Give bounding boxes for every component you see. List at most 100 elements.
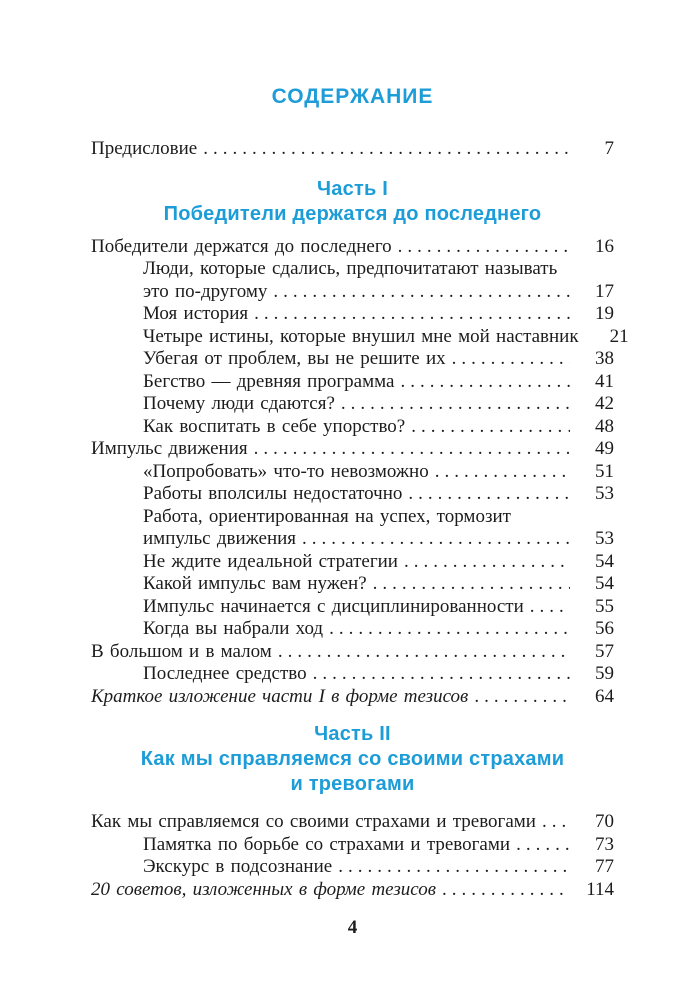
- toc-entry-text: Бегство — древняя программа: [143, 370, 395, 392]
- toc-entry: Работы вполсилы недостаточно............…: [91, 483, 614, 506]
- toc-entry-text: Импульс начинается с дисциплинированност…: [143, 595, 524, 617]
- toc-entry-page: 17: [595, 280, 614, 302]
- toc-entry: Почему люди сдаются?....................…: [91, 393, 614, 416]
- toc-entry-text: Импульс движения: [91, 438, 248, 459]
- toc-entry: Не ждите идеальной стратегии............…: [91, 551, 614, 574]
- leader-dots: ........................................…: [254, 303, 570, 324]
- leader-dots: ........................................…: [541, 811, 570, 832]
- toc-entry-text: Памятка по борьбе со страхами и тревогам…: [143, 833, 511, 855]
- toc-entry: Работа, ориентированная на успех, тормоз…: [91, 506, 614, 529]
- toc-entry-page: 114: [586, 878, 614, 900]
- leader-dots: ........................................…: [329, 618, 570, 639]
- leader-dots: ........................................…: [403, 550, 570, 572]
- toc-entry-text: Работы вполсилы недостаточно: [143, 483, 403, 504]
- leader-dots: ........................................…: [312, 663, 570, 684]
- leader-dots: ........................................…: [441, 878, 570, 900]
- part-heading-line: Как мы справляемся со своими страхами: [140, 748, 565, 770]
- part-heading: Часть I Победители держатся до последнего: [91, 177, 614, 227]
- toc-entry-page: 57: [595, 640, 614, 662]
- leader-dots: ........................................…: [273, 280, 570, 302]
- toc-entry-text: Как воспитать в себе упорство?: [143, 415, 406, 437]
- page-number: 4: [347, 917, 358, 938]
- toc-entry: Импульс начинается с дисциплинированност…: [91, 596, 614, 619]
- toc-entry-page: 51: [595, 460, 614, 482]
- toc-entry-text: Почему люди сдаются?: [143, 393, 335, 414]
- toc-entry: Предисловие.............................…: [91, 138, 614, 161]
- page-title: СОДЕРЖАНИЕ: [271, 85, 434, 108]
- toc-entry: Убегая от проблем, вы не решите их......…: [91, 348, 614, 371]
- toc-entry-page: 56: [595, 618, 614, 639]
- toc-entry-text: Как мы справляемся со своими страхами и …: [91, 811, 536, 832]
- toc-entry-page: 48: [595, 415, 614, 437]
- toc-entry-page: 38: [595, 348, 614, 369]
- toc-entry: Импульс движения........................…: [91, 438, 614, 461]
- part-heading-line: и тревогами: [290, 773, 415, 795]
- toc-entry: Как воспитать в себе упорство?..........…: [91, 416, 614, 439]
- toc-entry-page: 7: [604, 138, 615, 159]
- toc-entry: «Попробовать» что-то невозможно.........…: [91, 461, 614, 484]
- toc-entry: 20 советов, изложенных в форме тезисов..…: [91, 879, 614, 902]
- leader-dots: ........................................…: [451, 348, 570, 369]
- leader-dots: ........................................…: [302, 528, 570, 549]
- toc-entry-page: 53: [595, 483, 614, 504]
- toc-entry-text: 20 советов, изложенных в форме тезисов: [91, 878, 436, 900]
- toc-entry: Бегство — древняя программа.............…: [91, 371, 614, 394]
- toc-entry: Моя история.............................…: [91, 303, 614, 326]
- leader-dots: ........................................…: [529, 595, 570, 617]
- toc-entry-page: 49: [595, 438, 614, 459]
- toc-entry-text: В большом и в малом: [91, 640, 272, 662]
- toc-entry-page: 19: [595, 303, 614, 324]
- toc-entry: Последнее средство......................…: [91, 663, 614, 686]
- toc-entry: Краткое изложение части I в форме тезисо…: [91, 686, 614, 709]
- toc-entry-page: 70: [595, 811, 614, 832]
- toc-entry-text: Не ждите идеальной стратегии: [143, 550, 398, 572]
- toc-entry-text: это по-другому: [143, 280, 268, 302]
- toc-entry-page: 73: [595, 833, 614, 855]
- toc-entry-page: 21: [609, 325, 629, 347]
- part-heading: Часть II Как мы справляемся со своими стр…: [91, 722, 614, 797]
- toc-entry: Памятка по борьбе со страхами и тревогам…: [91, 834, 614, 857]
- toc-entry-page: 77: [595, 856, 614, 877]
- toc-entry-page: 41: [595, 370, 614, 392]
- part-heading-line: Часть I: [317, 177, 388, 200]
- leader-dots: ........................................…: [372, 573, 570, 594]
- toc-entry: Люди, которые сдались, предпочитатают на…: [91, 258, 614, 281]
- leader-dots: ........................................…: [411, 415, 570, 437]
- leader-dots: ........................................…: [400, 370, 570, 392]
- toc-entry-page: 59: [595, 663, 614, 684]
- leader-dots: ........................................…: [579, 326, 585, 349]
- toc-entry: Когда вы набрали ход....................…: [91, 618, 614, 641]
- toc-entry: Какой импульс вам нужен?................…: [91, 573, 614, 596]
- toc-entry-page: 55: [595, 595, 614, 617]
- toc-entry-page: 53: [595, 528, 614, 549]
- leader-dots: ........................................…: [434, 460, 570, 482]
- toc-entry: Экскурс в подсознание...................…: [91, 856, 614, 879]
- toc-entry: Четыре истины, которые внушил мне мой на…: [91, 325, 629, 349]
- toc-entry-text: Какой импульс вам нужен?: [143, 573, 367, 594]
- toc-entry-text: «Попробовать» что-то невозможно: [143, 460, 429, 482]
- toc-entry-text: импульс движения: [143, 528, 297, 549]
- toc-entry-page: 64: [595, 685, 614, 707]
- toc-entry-text: Четыре истины, которые внушил мне мой на…: [143, 325, 579, 347]
- leader-dots: ........................................…: [397, 235, 570, 257]
- leader-dots: ........................................…: [474, 685, 570, 707]
- toc-entry-text: Краткое изложение части I в форме тезисо…: [91, 685, 469, 707]
- toc-entry-text: Победители держатся до последнего: [91, 235, 392, 257]
- leader-dots: ........................................…: [340, 393, 570, 414]
- toc-entry: Победители держатся до последнего.......…: [91, 236, 614, 259]
- toc-entry-text: Убегая от проблем, вы не решите их: [143, 348, 446, 369]
- toc-entry-text: Предисловие: [91, 138, 198, 159]
- toc-entry-text: Последнее средство: [143, 663, 307, 684]
- toc-entry-page: 16: [595, 235, 614, 257]
- part-heading-line: Победители держатся до последнего: [163, 202, 542, 225]
- toc-entry: В большом и в малом.....................…: [91, 641, 614, 664]
- toc-entry-text: Работа, ориентированная на успех, тормоз…: [143, 505, 511, 527]
- toc-entry-text: Когда вы набрали ход: [143, 618, 324, 639]
- leader-dots: ........................................…: [277, 640, 570, 662]
- toc: Предисловие.............................…: [91, 138, 629, 902]
- toc-entry: импульс движения........................…: [91, 528, 614, 551]
- leader-dots: ........................................…: [338, 856, 570, 877]
- toc-entry-text: Экскурс в подсознание: [143, 856, 333, 877]
- toc-entry: Как мы справляемся со своими страхами и …: [91, 811, 614, 834]
